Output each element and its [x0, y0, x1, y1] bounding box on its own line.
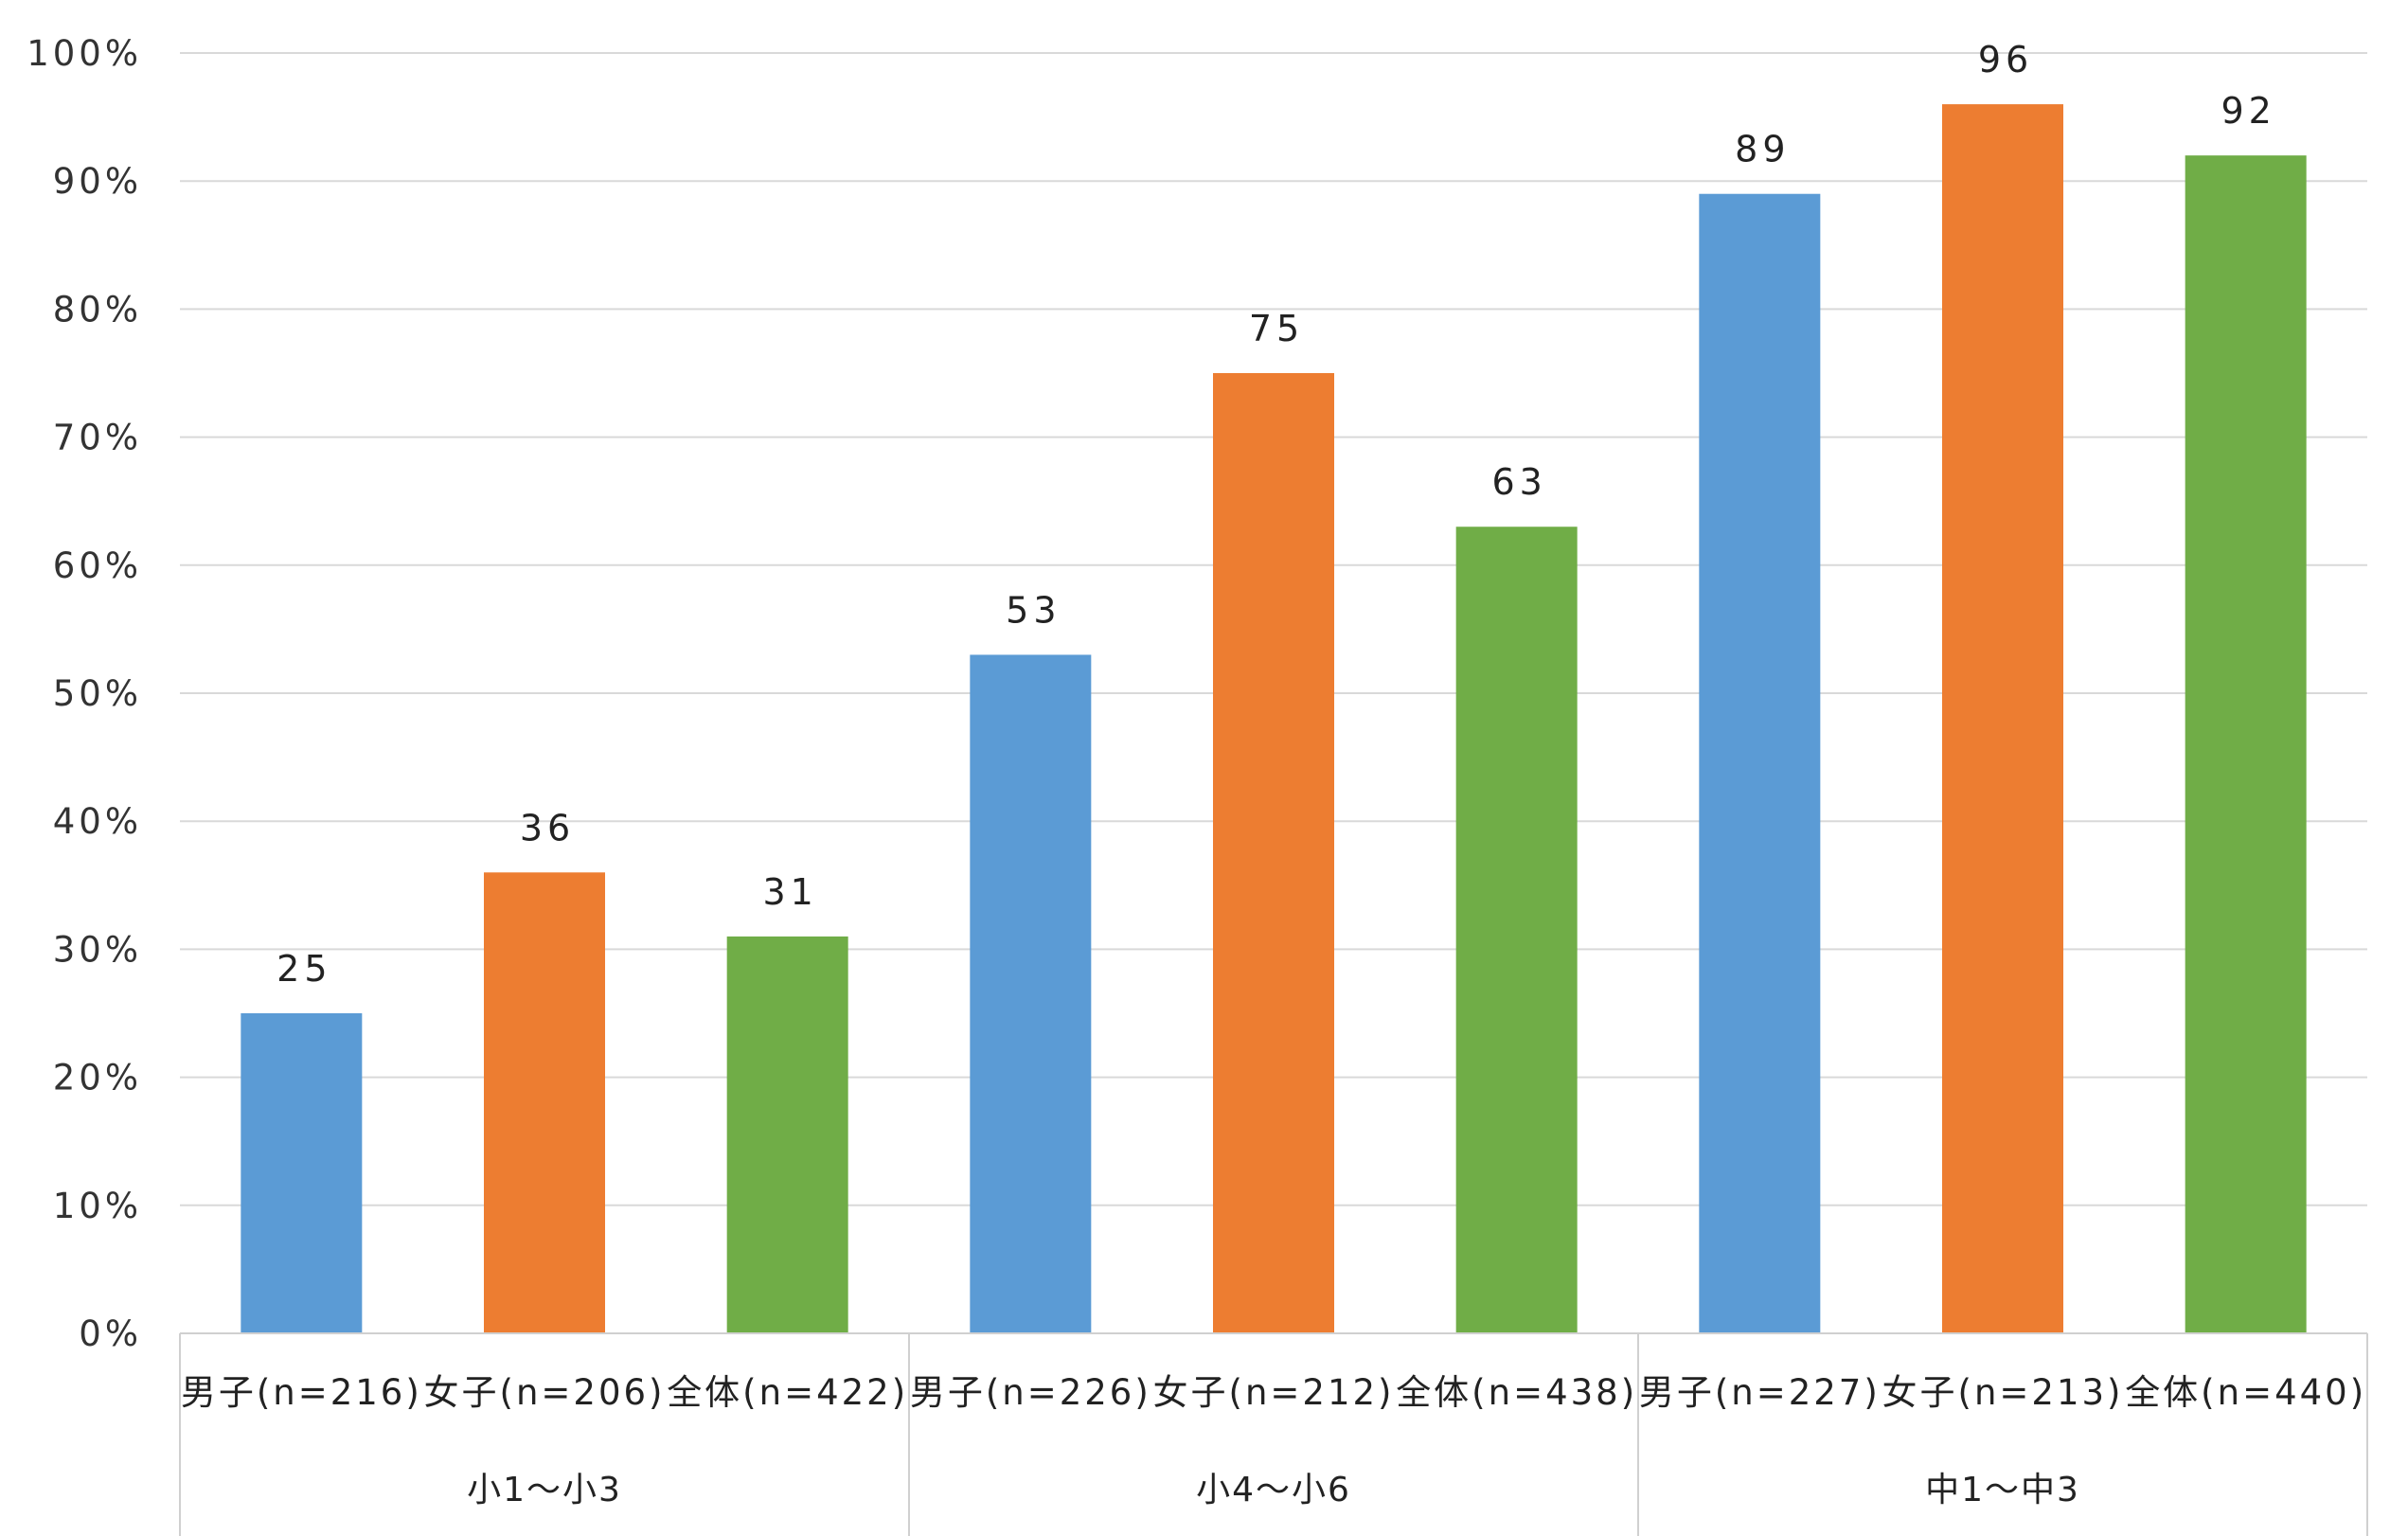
- y-tick-label: 10%: [53, 1186, 142, 1226]
- data-label: 75: [1249, 308, 1304, 349]
- group-label: 小4〜小6: [1196, 1471, 1351, 1509]
- x-axis-group-labels: 小1〜小3 小4〜小6 中1〜中3: [467, 1471, 2080, 1509]
- group-label: 小1〜小3: [467, 1471, 622, 1509]
- axes: [179, 1332, 2368, 1536]
- y-tick-label: 60%: [53, 545, 142, 586]
- x-category-label: 男子(n=216): [181, 1372, 422, 1413]
- bar: [970, 654, 1092, 1333]
- data-label: 31: [762, 871, 817, 913]
- y-tick-label: 30%: [53, 929, 142, 970]
- x-category-label: 男子(n=227): [1639, 1372, 1881, 1413]
- y-tick-label: 40%: [53, 801, 142, 842]
- y-axis-tick-labels: 0% 10% 20% 30% 40% 50% 60% 70% 80% 90% 100%: [27, 33, 142, 1354]
- data-labels: 25 36 31 53 75 63 89 96 92: [276, 39, 2275, 990]
- x-category-label: 全体(n=438): [1396, 1372, 1637, 1413]
- x-category-label: 女子(n=206): [424, 1372, 666, 1413]
- data-label: 36: [520, 807, 575, 848]
- data-label: 92: [2221, 90, 2275, 132]
- x-category-label: 女子(n=213): [1882, 1372, 2124, 1413]
- y-tick-label: 20%: [53, 1058, 142, 1098]
- bar: [726, 936, 848, 1333]
- x-category-label: 女子(n=212): [1153, 1372, 1395, 1413]
- x-category-label: 男子(n=226): [910, 1372, 1151, 1413]
- data-label: 89: [1735, 129, 1790, 170]
- y-tick-label: 70%: [53, 418, 142, 458]
- x-category-label: 全体(n=422): [667, 1372, 908, 1413]
- data-label: 25: [276, 948, 331, 990]
- y-tick-label: 50%: [53, 673, 142, 714]
- y-tick-label: 80%: [53, 289, 142, 330]
- group-label: 中1〜中3: [1925, 1471, 2080, 1509]
- bar: [1942, 104, 2063, 1334]
- bar: [2185, 155, 2307, 1333]
- x-axis-category-labels: 男子(n=216) 女子(n=206) 全体(n=422) 男子(n=226) 女子(n…: [181, 1372, 2366, 1413]
- bar: [484, 872, 605, 1333]
- bar: [1213, 373, 1334, 1333]
- y-tick-label: 100%: [27, 33, 142, 74]
- y-tick-label: 0%: [79, 1313, 142, 1354]
- bars: [241, 104, 2307, 1334]
- bar: [1699, 193, 1821, 1334]
- bar: [1455, 527, 1578, 1333]
- data-label: 53: [1006, 589, 1061, 631]
- y-tick-label: 90%: [53, 161, 142, 202]
- data-label: 63: [1491, 461, 1546, 503]
- bar: [241, 1013, 363, 1333]
- x-category-label: 全体(n=440): [2125, 1372, 2366, 1413]
- data-label: 96: [1978, 39, 2033, 80]
